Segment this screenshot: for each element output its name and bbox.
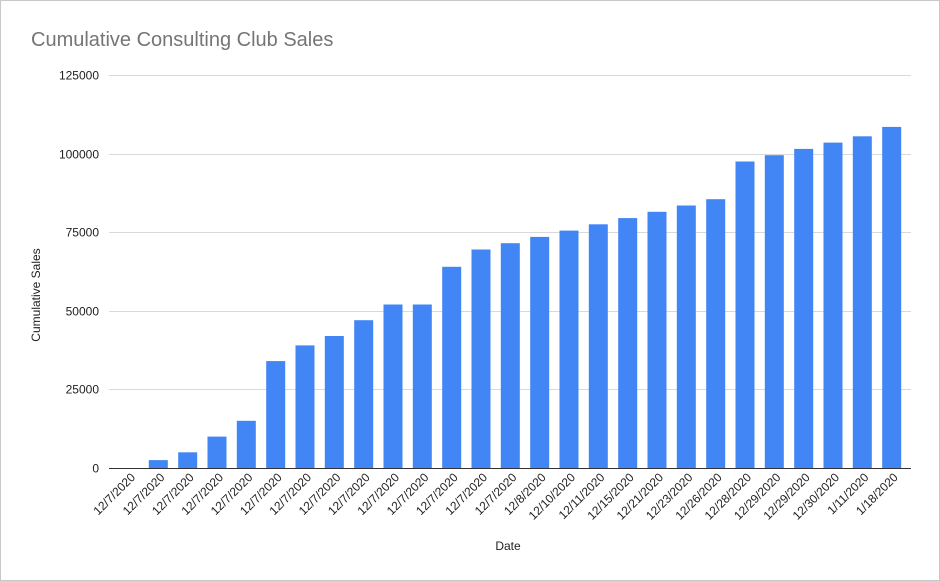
bar — [559, 230, 579, 468]
bar — [588, 224, 608, 468]
bar — [500, 243, 520, 468]
bar — [735, 161, 755, 468]
bar — [266, 361, 286, 468]
bar — [764, 155, 784, 468]
y-tick-label: 50000 — [66, 305, 100, 319]
bar — [324, 336, 344, 468]
bar — [295, 345, 315, 468]
bar — [383, 304, 403, 468]
bar — [471, 249, 491, 468]
bar — [178, 452, 198, 468]
bar — [676, 205, 696, 468]
bar — [442, 266, 462, 468]
y-tick-label: 125000 — [59, 69, 99, 83]
y-tick-label: 75000 — [66, 226, 100, 240]
bar — [412, 304, 432, 468]
x-axis-label: Date — [495, 539, 521, 553]
bar — [882, 126, 902, 469]
chart-title: Cumulative Consulting Club Sales — [31, 29, 334, 51]
bar — [236, 420, 256, 468]
y-tick-label: 100000 — [59, 148, 99, 162]
bar — [852, 136, 872, 469]
bar — [148, 460, 168, 468]
bar — [794, 148, 814, 468]
bar — [823, 142, 843, 468]
y-tick-label: 0 — [92, 462, 99, 476]
y-tick-label: 25000 — [66, 383, 100, 397]
bar — [618, 218, 638, 468]
bar — [706, 199, 726, 468]
bar — [647, 211, 667, 469]
bar — [530, 236, 550, 468]
bar — [207, 436, 227, 468]
bar — [354, 320, 374, 468]
